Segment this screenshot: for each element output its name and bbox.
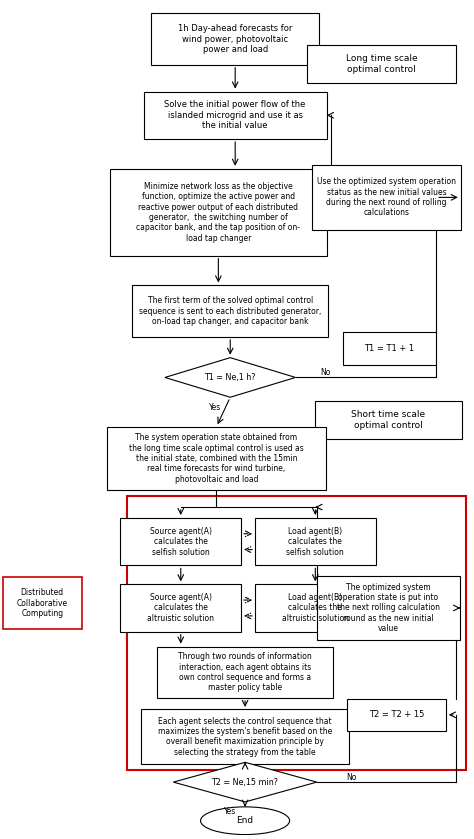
Text: Source agent(A)
calculates the
selfish solution: Source agent(A) calculates the selfish s… xyxy=(150,527,212,556)
Bar xyxy=(315,401,462,439)
Text: Minimize network loss as the objective
function, optimize the active power and
r: Minimize network loss as the objective f… xyxy=(137,182,301,242)
Bar xyxy=(120,584,241,632)
Text: Yes: Yes xyxy=(209,403,221,412)
Polygon shape xyxy=(173,763,317,802)
Bar xyxy=(144,91,327,139)
Text: Short time scale
optimal control: Short time scale optimal control xyxy=(352,410,426,430)
Text: Long time scale
optimal control: Long time scale optimal control xyxy=(346,54,418,74)
Text: 1h Day-ahead forecasts for
wind power, photovoltaic
power and load: 1h Day-ahead forecasts for wind power, p… xyxy=(178,24,292,54)
Bar xyxy=(255,518,376,565)
Bar xyxy=(255,584,376,632)
Bar xyxy=(157,647,333,698)
Bar xyxy=(120,518,241,565)
Text: T1 = Ne,1 h?: T1 = Ne,1 h? xyxy=(204,373,256,382)
Text: The optimized system
operation state is put into
the next rolling calculation
ro: The optimized system operation state is … xyxy=(337,582,440,633)
Text: Yes: Yes xyxy=(224,807,237,816)
Bar xyxy=(317,576,460,640)
Ellipse shape xyxy=(201,807,290,835)
Bar xyxy=(107,427,326,490)
Text: Through two rounds of information
interaction, each agent obtains its
own contro: Through two rounds of information intera… xyxy=(178,652,312,692)
Text: No: No xyxy=(346,773,356,782)
Text: No: No xyxy=(320,368,330,377)
Text: Load agent(B)
calculates the
selfish solution: Load agent(B) calculates the selfish sol… xyxy=(286,527,344,556)
Bar xyxy=(141,710,349,763)
Text: Distributed
Collaborative
Computing: Distributed Collaborative Computing xyxy=(17,588,68,618)
Text: Use the optimized system operation
status as the new initial values
during the n: Use the optimized system operation statu… xyxy=(317,177,456,217)
Text: The system operation state obtained from
the long time scale optimal control is : The system operation state obtained from… xyxy=(129,433,304,484)
Text: T1 = T1 + 1: T1 = T1 + 1 xyxy=(365,344,415,353)
Bar xyxy=(343,332,436,365)
Bar xyxy=(151,13,319,65)
Bar xyxy=(132,285,328,337)
Bar xyxy=(128,496,466,770)
Text: Each agent selects the control sequence that
maximizes the system's benefit base: Each agent selects the control sequence … xyxy=(158,717,332,757)
Text: Load agent(B)
calculates the
altruistic solution: Load agent(B) calculates the altruistic … xyxy=(282,593,349,623)
Text: End: End xyxy=(237,816,254,826)
Bar xyxy=(347,699,446,731)
Text: The first term of the solved optimal control
sequence is sent to each distribute: The first term of the solved optimal con… xyxy=(139,296,321,326)
Text: T2 = Ne,15 min?: T2 = Ne,15 min? xyxy=(211,778,279,787)
Bar xyxy=(308,45,456,82)
Bar xyxy=(3,577,82,628)
Polygon shape xyxy=(165,357,295,397)
Text: Source agent(A)
calculates the
altruistic solution: Source agent(A) calculates the altruisti… xyxy=(147,593,214,623)
Bar xyxy=(312,165,461,230)
Bar xyxy=(109,169,327,256)
Text: T2 = T2 + 15: T2 = T2 + 15 xyxy=(369,711,424,719)
Text: Solve the initial power flow of the
islanded microgrid and use it as
the initial: Solve the initial power flow of the isla… xyxy=(164,101,306,130)
